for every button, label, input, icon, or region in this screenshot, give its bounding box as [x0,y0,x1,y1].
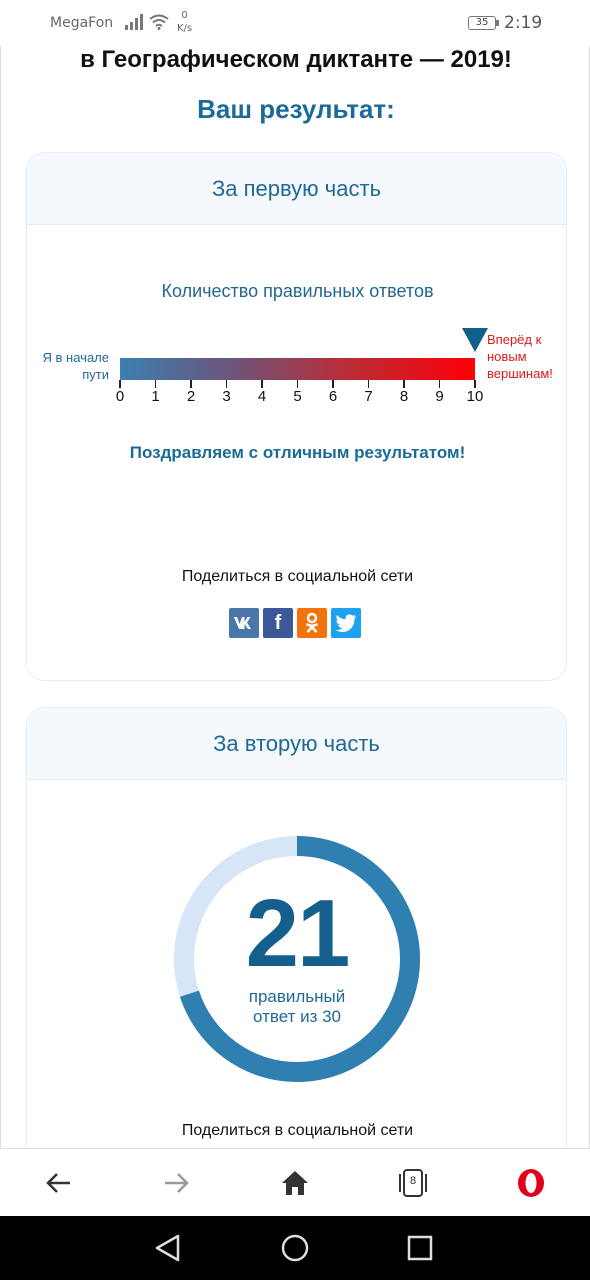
clock: 2:19 [504,13,543,33]
forward-button[interactable] [158,1165,194,1201]
scale-tick [403,380,405,388]
scale-tick-label: 2 [186,388,196,405]
twitter-share-button[interactable] [331,608,361,638]
correct-answers-label: Количество правильных ответов [161,281,434,301]
scale-tick-label: 6 [328,388,338,405]
network-speed: 0 K/s [177,9,192,35]
tabs-button[interactable]: 8 [395,1165,431,1201]
home-button[interactable] [277,1165,313,1201]
battery-nub [496,20,499,26]
scale-tick [154,380,157,388]
scale-tick-label: 0 [115,388,125,405]
network-speed-value: 0 [181,10,188,21]
part1-title: За первую часть [27,153,566,225]
scale-tick-label: 5 [293,388,302,405]
part2-title: За вторую часть [27,708,566,780]
correct-count: 21 [245,880,351,987]
scale-right-label: Вперёд к новым вершинам! [487,331,566,382]
odnoklassniki-share-button[interactable] [297,608,327,638]
wifi-icon [149,14,169,30]
vk-share-button[interactable] [229,608,259,638]
android-nav-bar [0,1216,590,1280]
odnoklassniki-icon [305,612,319,633]
scale-tick-label: 9 [435,388,444,405]
scale-tick-label: 8 [399,388,409,405]
scale-tick [332,380,334,388]
battery-level: 35 [475,17,489,28]
scale-tick [296,380,299,388]
battery-icon: 35 [468,16,496,30]
scale-ticks [119,380,476,390]
home-icon [282,1171,308,1195]
back-triangle-icon[interactable] [152,1232,184,1264]
scale-tick [119,380,121,388]
back-button[interactable] [41,1165,77,1201]
scale-left-label-line1: Я в начале [42,350,109,365]
scale-tick [190,380,192,388]
dictation-heading: в Географическом диктанте — 2019! [80,46,512,73]
scale-tick [474,380,476,388]
vk-icon [234,617,251,629]
part1-card: За первую часть Количество правильных от… [26,152,567,681]
home-circle-icon[interactable] [279,1232,311,1264]
facebook-icon: f [274,611,282,634]
browser-toolbar: 8 [0,1148,590,1216]
correct-caption: правильный ответ из 30 [173,987,421,1027]
scale-tick [225,380,228,388]
scale-tick-label: 3 [222,388,231,405]
signal-icon [125,14,143,30]
forward-arrow-icon [165,1173,189,1193]
score-ring-arc [174,836,420,1082]
score-gradient-bar [120,358,475,380]
carrier-name: MegaFon [50,15,114,31]
part2-card: За вторую часть 21 правильный ответ из 3… [26,707,567,1148]
share-label-part2: Поделиться в социальной сети [181,1122,414,1139]
share-buttons: f [229,608,361,638]
status-bar: MegaFon 0 K/s 35 2:19 [0,0,590,46]
scale-tick-label: 1 [151,388,160,405]
score-marker-icon [462,328,488,352]
recents-square-icon[interactable] [404,1232,436,1264]
facebook-share-button[interactable]: f [263,608,293,638]
result-heading: Ваш результат: [197,94,395,124]
scale-tick [367,380,370,388]
scale-left-label: Я в начале пути [29,349,109,383]
scale-tick [261,380,263,388]
twitter-icon [335,614,356,632]
correct-caption-line2: ответ из 30 [252,1007,342,1026]
network-speed-unit: K/s [177,23,193,34]
congrats-message: Поздравляем с отличным результатом! [129,443,466,462]
scale-left-label-line2: пути [82,367,109,382]
scale-tick-label: 10 [466,388,484,405]
scale-tick-label: 7 [364,388,373,405]
scale-right-label-line3: вершинам! [487,366,553,381]
scale-tick-label: 4 [257,388,267,405]
page-content[interactable]: в Географическом диктанте — 2019! Ваш ре… [0,46,590,1148]
score-ring [174,836,420,1082]
share-label: Поделиться в социальной сети [181,568,414,585]
tabs-icon [399,1169,427,1197]
scale-right-label-line1: Вперёд к [487,332,542,347]
opera-icon [518,1169,544,1197]
back-arrow-icon [46,1173,70,1193]
scale-tick [438,380,441,388]
correct-caption-line1: правильный [248,987,346,1006]
opera-menu-button[interactable] [513,1165,549,1201]
scale-right-label-line2: новым [487,349,527,364]
tabs-count: 8 [409,1175,417,1187]
